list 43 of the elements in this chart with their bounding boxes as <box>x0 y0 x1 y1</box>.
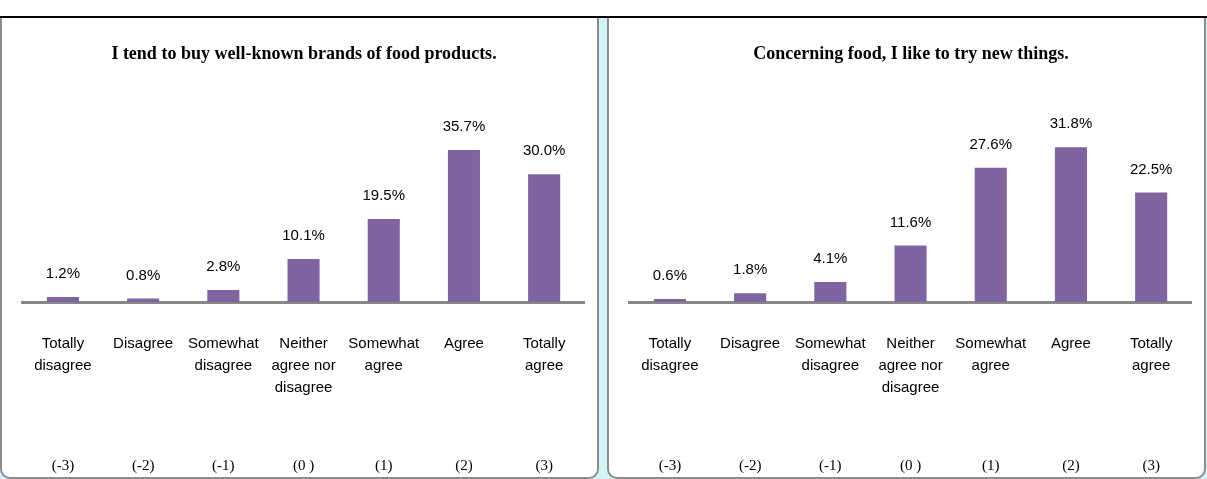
data-label: 22.5% <box>1129 159 1173 177</box>
category-label: Totally disagree (-3) <box>34 334 92 473</box>
data-label: 27.6% <box>969 134 1013 152</box>
data-label: 19.5% <box>362 186 406 204</box>
chart-title: I tend to buy well-known brands of food products. <box>111 43 497 64</box>
data-label: 1.2% <box>45 264 81 282</box>
data-label: 30.0% <box>522 141 566 159</box>
category-label: Totally disagree (-3) <box>641 334 699 473</box>
data-label: 35.7% <box>442 117 486 135</box>
data-label: 2.8% <box>206 257 241 275</box>
bar <box>1054 147 1087 302</box>
data-label: 0.8% <box>126 265 161 283</box>
category-label: Disagree (-2) <box>720 334 781 473</box>
category-label: Somewhat agree (1) <box>348 334 420 473</box>
bar <box>734 293 767 302</box>
bar <box>367 218 400 302</box>
bar <box>207 290 240 302</box>
bar <box>447 149 480 302</box>
data-label: 4.1% <box>813 249 848 267</box>
data-label: 11.6% <box>889 212 932 230</box>
category-label: Somewhat disagree (-1) <box>187 334 259 473</box>
category-label: Totally agree (3) <box>522 334 566 473</box>
bar <box>974 167 1007 302</box>
bar <box>894 245 927 302</box>
data-label: 31.8% <box>1049 114 1093 132</box>
bar <box>287 258 320 302</box>
bar <box>528 174 561 302</box>
bar <box>46 296 79 302</box>
data-label: 1.8% <box>733 260 768 278</box>
category-label: Somewhat agree (1) <box>955 334 1027 473</box>
category-label: Neither agree nor disagree (0 ) <box>271 334 336 473</box>
category-label: Agree (2) <box>443 334 484 473</box>
category-label: Somewhat disagree (-1) <box>794 334 866 473</box>
data-label: 10.1% <box>282 226 325 244</box>
category-label: Neither agree nor disagree (0 ) <box>878 334 943 473</box>
chart-title: Concerning food, I like to try new things. <box>753 43 1069 64</box>
bar <box>653 299 686 302</box>
bar <box>814 282 847 302</box>
category-label: Agree (2) <box>1050 334 1091 473</box>
category-label: Totally agree (3) <box>1129 334 1173 473</box>
bar <box>1135 192 1168 302</box>
category-label: Disagree (-2) <box>113 334 174 473</box>
data-label: 0.6% <box>652 266 688 284</box>
